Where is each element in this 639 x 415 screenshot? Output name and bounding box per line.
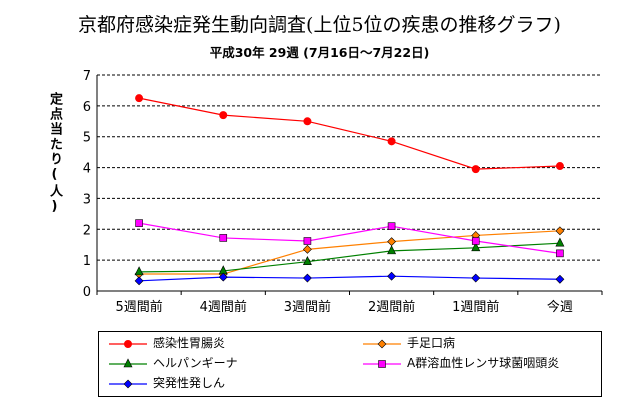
y-tick-label: 7 — [83, 69, 91, 84]
legend-label: ヘルパンギーナ — [153, 356, 238, 370]
data-point — [555, 237, 565, 247]
data-point — [471, 242, 481, 252]
legend-swatch — [109, 357, 147, 367]
x-tick-label: 2週間前 — [368, 299, 415, 315]
x-tick-label: 4週間前 — [200, 299, 247, 315]
data-point — [555, 226, 565, 236]
series-line — [139, 242, 560, 273]
y-tick-label: 4 — [83, 162, 91, 177]
y-tick-label: 6 — [83, 100, 91, 115]
data-point — [134, 276, 144, 286]
series-line — [138, 222, 561, 254]
data-point — [303, 237, 312, 245]
data-point — [135, 219, 143, 227]
legend-label: 突発性発しん — [153, 376, 226, 390]
legend-item: ヘルパンギーナ — [107, 354, 238, 372]
x-tick-label: 5週間前 — [115, 299, 162, 315]
y-tick-label: 5 — [83, 131, 91, 146]
legend-item: 手足口病 — [361, 334, 455, 352]
series-2 — [134, 226, 565, 279]
data-point — [135, 94, 144, 103]
data-point — [134, 266, 144, 276]
legend-item: 感染性胃腸炎 — [107, 334, 225, 352]
x-tick-label: 3週間前 — [284, 299, 331, 315]
series-line — [139, 230, 560, 275]
legend-swatch — [363, 339, 401, 348]
legend-label: 手足口病 — [407, 336, 456, 350]
legend-item: 突発性発しん — [107, 374, 225, 392]
x-tick-label: 1週間前 — [452, 299, 499, 315]
data-point — [387, 237, 397, 247]
data-point — [219, 111, 228, 120]
data-point — [302, 256, 312, 265]
data-point — [387, 137, 396, 146]
series-line — [138, 97, 560, 170]
data-point — [218, 272, 228, 282]
legend-item: A群溶血性レンサ球菌咽頭炎 — [361, 354, 559, 372]
legend-label: A群溶血性レンサ球菌咽頭炎 — [407, 356, 560, 370]
series-5 — [134, 271, 565, 286]
data-point — [471, 237, 480, 245]
data-point — [471, 165, 480, 174]
data-point — [555, 274, 565, 284]
series-4 — [135, 219, 564, 258]
data-point — [387, 222, 396, 230]
x-tick-label: 今週 — [547, 299, 573, 315]
data-point — [302, 273, 312, 283]
y-axis-label: 定点当たり(人) — [47, 92, 62, 216]
legend-swatch — [363, 359, 401, 368]
y-tick-label: 2 — [83, 223, 91, 238]
data-point — [387, 245, 397, 255]
series-3 — [134, 237, 565, 276]
data-point — [556, 249, 564, 258]
data-point — [387, 271, 397, 281]
series-1 — [135, 94, 564, 174]
legend-label: 感染性胃腸炎 — [153, 336, 226, 350]
y-tick-label: 3 — [83, 192, 91, 207]
legend-swatch — [109, 339, 147, 348]
legend: 感染性胃腸炎 手足口病ヘルパンギーナ A群溶血性レンサ球菌咽頭炎突発性発しん — [98, 331, 602, 397]
data-point — [303, 117, 312, 126]
data-point — [302, 244, 312, 254]
data-point — [471, 273, 481, 283]
chart-subtitle: 平成30年 29週 (7月16日～7月22日) — [209, 45, 430, 60]
data-point — [219, 234, 228, 242]
legend-swatch — [109, 379, 147, 388]
data-point — [555, 162, 564, 171]
chart-title: 京都府感染症発生動向調査(上位5位の疾患の推移グラフ) — [78, 14, 561, 36]
y-tick-label: 1 — [83, 254, 91, 269]
series-line — [139, 275, 560, 282]
y-tick-label: 0 — [83, 285, 91, 300]
line-chart: 0 1 2 3 4 5 6 7 5週間前 4週間前 3週間前 2週間前 1週間前 今週 — [83, 69, 603, 315]
